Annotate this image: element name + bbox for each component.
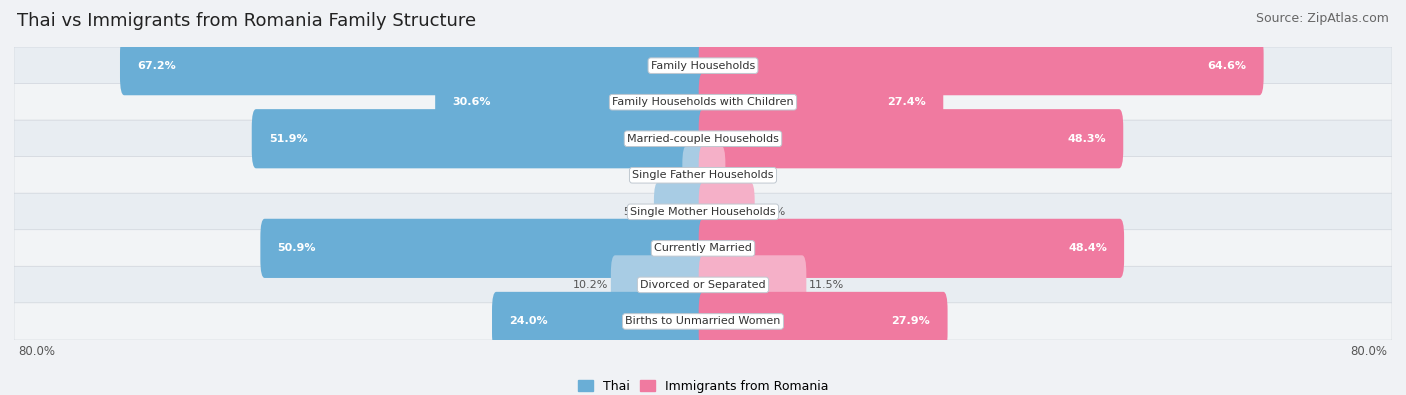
FancyBboxPatch shape bbox=[14, 157, 1392, 194]
Text: 24.0%: 24.0% bbox=[509, 316, 548, 326]
Text: 50.9%: 50.9% bbox=[277, 243, 316, 253]
Text: 48.3%: 48.3% bbox=[1067, 134, 1107, 144]
Legend: Thai, Immigrants from Romania: Thai, Immigrants from Romania bbox=[572, 375, 834, 395]
FancyBboxPatch shape bbox=[14, 303, 1392, 340]
FancyBboxPatch shape bbox=[699, 255, 807, 314]
Text: 64.6%: 64.6% bbox=[1208, 61, 1246, 71]
Text: Single Mother Households: Single Mother Households bbox=[630, 207, 776, 217]
Text: 67.2%: 67.2% bbox=[138, 61, 176, 71]
FancyBboxPatch shape bbox=[682, 146, 707, 205]
Text: Family Households with Children: Family Households with Children bbox=[612, 97, 794, 107]
FancyBboxPatch shape bbox=[14, 84, 1392, 121]
Text: Married-couple Households: Married-couple Households bbox=[627, 134, 779, 144]
Text: Source: ZipAtlas.com: Source: ZipAtlas.com bbox=[1256, 12, 1389, 25]
Text: 51.9%: 51.9% bbox=[269, 134, 308, 144]
FancyBboxPatch shape bbox=[699, 73, 943, 132]
FancyBboxPatch shape bbox=[654, 182, 707, 241]
Text: Divorced or Separated: Divorced or Separated bbox=[640, 280, 766, 290]
FancyBboxPatch shape bbox=[436, 73, 707, 132]
FancyBboxPatch shape bbox=[610, 255, 707, 314]
Text: 11.5%: 11.5% bbox=[808, 280, 844, 290]
Text: Family Households: Family Households bbox=[651, 61, 755, 71]
Text: 48.4%: 48.4% bbox=[1069, 243, 1107, 253]
FancyBboxPatch shape bbox=[260, 219, 707, 278]
FancyBboxPatch shape bbox=[699, 146, 725, 205]
Text: 27.9%: 27.9% bbox=[891, 316, 931, 326]
FancyBboxPatch shape bbox=[14, 193, 1392, 230]
FancyBboxPatch shape bbox=[699, 182, 755, 241]
Text: 27.4%: 27.4% bbox=[887, 97, 927, 107]
Text: 30.6%: 30.6% bbox=[453, 97, 491, 107]
FancyBboxPatch shape bbox=[120, 36, 707, 95]
FancyBboxPatch shape bbox=[699, 36, 1264, 95]
FancyBboxPatch shape bbox=[14, 266, 1392, 303]
Text: Currently Married: Currently Married bbox=[654, 243, 752, 253]
FancyBboxPatch shape bbox=[14, 47, 1392, 84]
FancyBboxPatch shape bbox=[14, 230, 1392, 267]
FancyBboxPatch shape bbox=[14, 120, 1392, 157]
FancyBboxPatch shape bbox=[699, 109, 1123, 168]
Text: 5.2%: 5.2% bbox=[623, 207, 651, 217]
Text: Thai vs Immigrants from Romania Family Structure: Thai vs Immigrants from Romania Family S… bbox=[17, 12, 477, 30]
Text: Births to Unmarried Women: Births to Unmarried Women bbox=[626, 316, 780, 326]
Text: 80.0%: 80.0% bbox=[1351, 345, 1388, 358]
Text: 10.2%: 10.2% bbox=[572, 280, 609, 290]
FancyBboxPatch shape bbox=[492, 292, 707, 351]
FancyBboxPatch shape bbox=[699, 219, 1125, 278]
FancyBboxPatch shape bbox=[699, 292, 948, 351]
FancyBboxPatch shape bbox=[252, 109, 707, 168]
Text: 5.5%: 5.5% bbox=[758, 207, 786, 217]
Text: 2.1%: 2.1% bbox=[728, 170, 756, 180]
Text: Single Father Households: Single Father Households bbox=[633, 170, 773, 180]
Text: 80.0%: 80.0% bbox=[18, 345, 55, 358]
Text: 1.9%: 1.9% bbox=[651, 170, 679, 180]
